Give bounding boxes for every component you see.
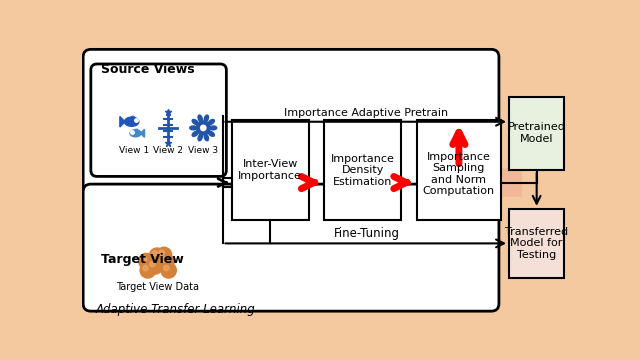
Bar	[417, 120, 501, 220]
Polygon shape	[120, 117, 125, 127]
Ellipse shape	[204, 115, 209, 122]
FancyBboxPatch shape	[76, 38, 580, 326]
Circle shape	[156, 247, 172, 263]
Text: Importance
Sampling
and Norm
Computation: Importance Sampling and Norm Computation	[423, 152, 495, 197]
Polygon shape	[141, 129, 145, 137]
Circle shape	[143, 265, 148, 271]
Ellipse shape	[209, 120, 214, 125]
Ellipse shape	[204, 134, 209, 141]
Text: Target View Data: Target View Data	[116, 282, 198, 292]
Bar	[509, 97, 564, 170]
FancyBboxPatch shape	[83, 49, 499, 197]
Text: Adaptive Transfer Learning: Adaptive Transfer Learning	[95, 303, 255, 316]
Circle shape	[149, 248, 164, 264]
Text: View 3: View 3	[188, 147, 218, 156]
FancyBboxPatch shape	[83, 184, 499, 311]
Circle shape	[140, 263, 156, 278]
Text: Inter-View
Importance: Inter-View Importance	[238, 159, 302, 181]
Text: Source Views: Source Views	[101, 63, 195, 76]
Ellipse shape	[192, 131, 198, 136]
Circle shape	[141, 256, 147, 261]
Bar	[232, 120, 308, 220]
Ellipse shape	[133, 129, 138, 132]
Ellipse shape	[124, 117, 139, 126]
Text: Pretrained
Model: Pretrained Model	[508, 122, 566, 144]
Circle shape	[200, 125, 206, 131]
Ellipse shape	[190, 126, 196, 130]
Ellipse shape	[129, 116, 134, 121]
Text: View 1: View 1	[119, 147, 149, 156]
Ellipse shape	[192, 120, 198, 125]
Ellipse shape	[130, 130, 141, 137]
Text: Fine-Tuning: Fine-Tuning	[333, 226, 399, 239]
Bar	[91, 168, 522, 197]
Circle shape	[147, 259, 163, 274]
Circle shape	[152, 251, 157, 256]
Circle shape	[159, 250, 164, 255]
Circle shape	[164, 265, 169, 271]
Circle shape	[196, 121, 210, 135]
Text: Target View: Target View	[101, 253, 184, 266]
FancyBboxPatch shape	[91, 64, 227, 176]
Text: Importance
Density
Estimation: Importance Density Estimation	[331, 154, 395, 187]
Bar	[509, 209, 564, 278]
Text: Transferred
Model for
Testing: Transferred Model for Testing	[505, 227, 568, 260]
Ellipse shape	[198, 134, 202, 141]
Circle shape	[139, 253, 154, 269]
Circle shape	[150, 261, 155, 267]
Ellipse shape	[198, 115, 202, 122]
Text: Importance Adaptive Pretrain: Importance Adaptive Pretrain	[284, 108, 449, 118]
Text: View 2: View 2	[153, 147, 183, 156]
Circle shape	[161, 263, 176, 278]
Bar	[324, 120, 401, 220]
Circle shape	[159, 254, 174, 270]
Ellipse shape	[209, 131, 214, 136]
Circle shape	[161, 257, 166, 262]
Ellipse shape	[210, 126, 217, 130]
